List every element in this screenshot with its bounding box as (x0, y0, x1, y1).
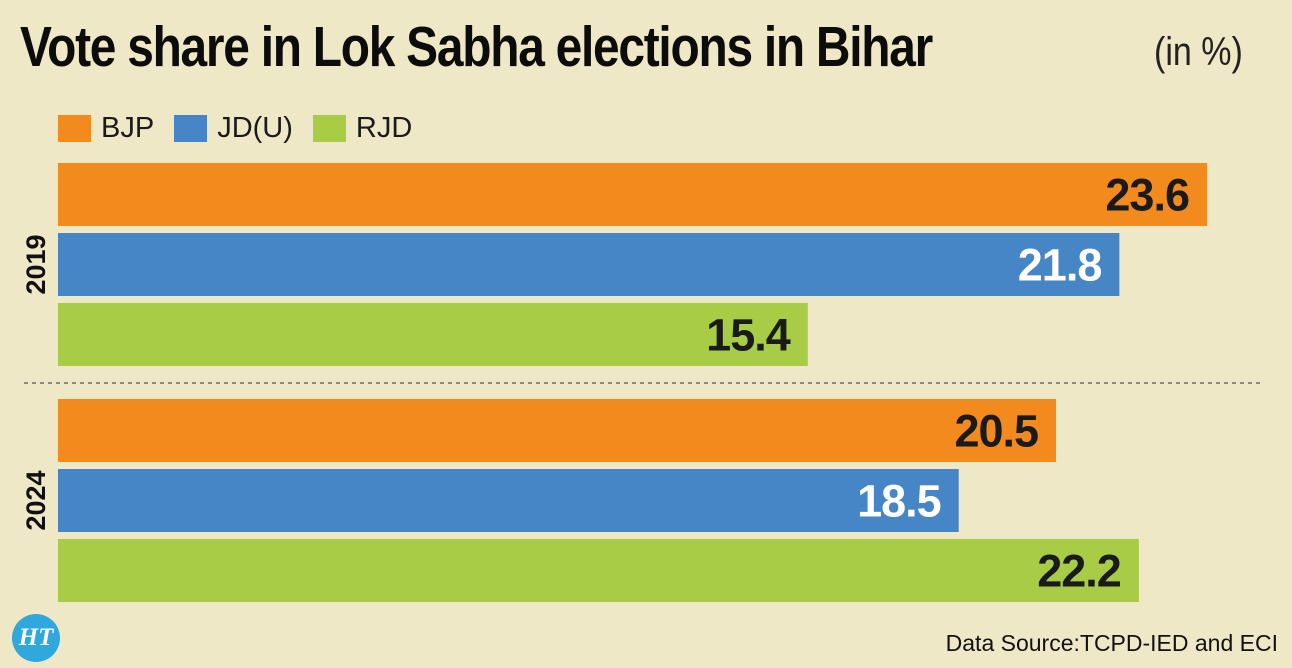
bar-jdu-2019 (58, 233, 1120, 296)
legend-label-jdu: JD(U) (217, 112, 293, 144)
bar-rjd-2024 (58, 539, 1139, 602)
bar-rjd-2019 (58, 303, 808, 366)
bar-value-label-bjp-2019: 23.6 (1105, 170, 1189, 221)
legend-item-rjd: RJD (312, 112, 413, 145)
bar-value-label-rjd-2019: 15.4 (706, 310, 791, 361)
chart-subtitle: (in %) (1154, 30, 1243, 74)
chart-title: Vote share in Lok Sabha elections in Bih… (20, 15, 933, 79)
legend-swatch-bjp (58, 115, 91, 142)
logo-text: HT (18, 624, 54, 651)
bar-jdu-2024 (58, 469, 959, 532)
legend-item-bjp: BJP (58, 112, 154, 145)
bar-value-label-jdu-2019: 21.8 (1018, 240, 1102, 291)
legend-item-jdu: JD(U) (174, 112, 293, 145)
legend-label-rjd: RJD (355, 112, 413, 144)
bar-bjp-2024 (58, 399, 1057, 462)
title-row: Vote share in Lok Sabha elections in Bih… (20, 14, 1106, 80)
data-source: Data Source:TCPD-IED and ECI (945, 630, 1278, 656)
year-label-2019: 2019 (21, 234, 51, 294)
bar-value-label-jdu-2024: 18.5 (857, 476, 941, 527)
legend-swatch-jdu (174, 115, 208, 142)
year-label-2024: 2024 (21, 470, 51, 530)
bar-bjp-2019 (58, 163, 1207, 226)
bar-value-label-bjp-2024: 20.5 (954, 406, 1038, 457)
legend-label-bjp: BJP (101, 112, 155, 144)
legend: BJP JD(U) RJD (58, 112, 432, 145)
legend-swatch-rjd (312, 115, 346, 142)
bar-value-label-rjd-2024: 22.2 (1037, 546, 1121, 597)
ht-logo: HT (12, 614, 60, 662)
